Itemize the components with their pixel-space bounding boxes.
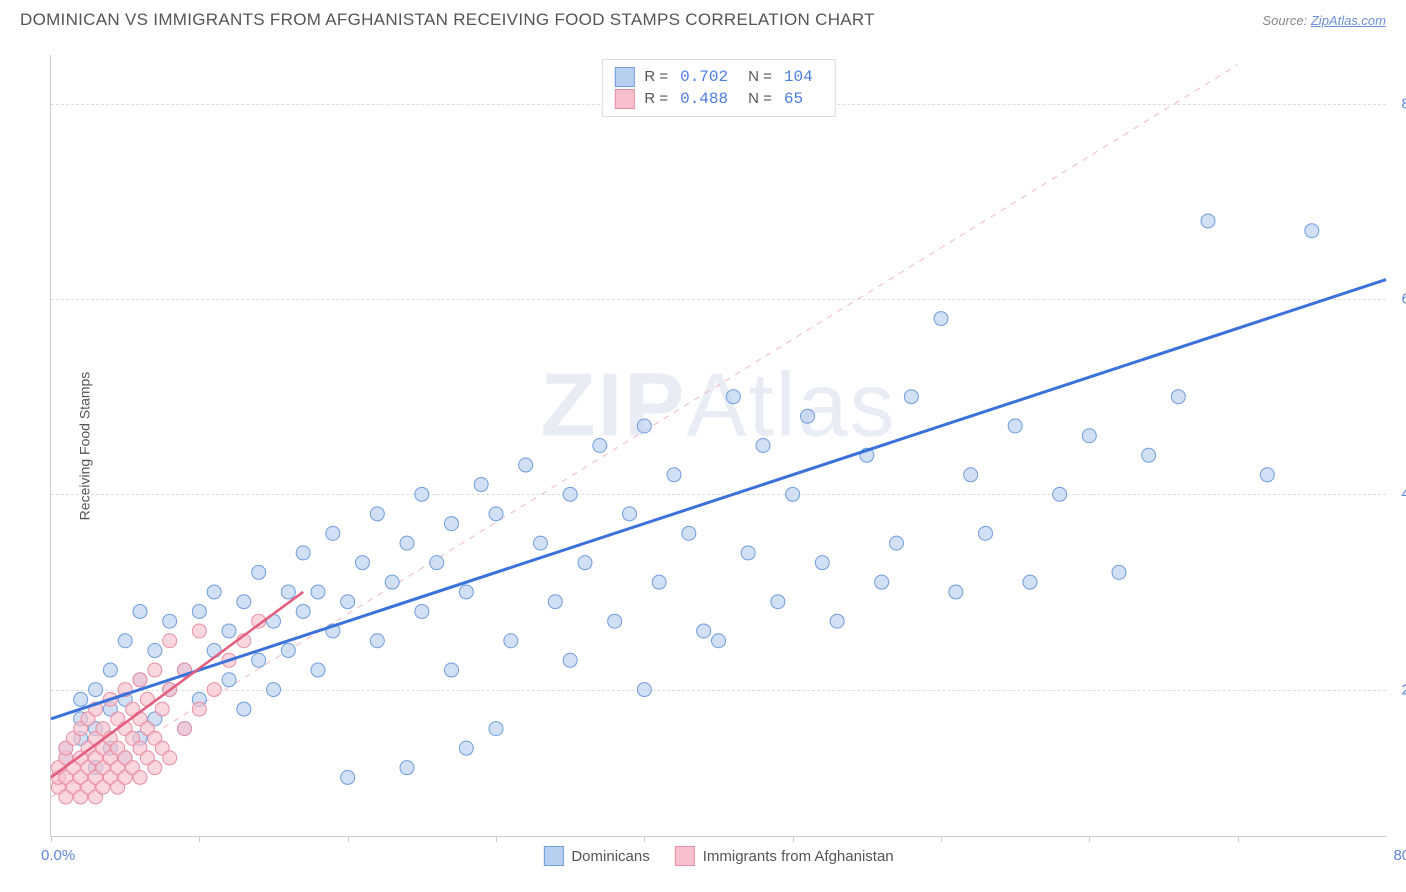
y-tick-label: 60.0% <box>1401 291 1406 308</box>
chart-title: DOMINICAN VS IMMIGRANTS FROM AFGHANISTAN… <box>20 10 875 30</box>
y-tick-label: 20.0% <box>1401 681 1406 698</box>
swatch-afghanistan-icon <box>675 846 695 866</box>
y-tick-label: 40.0% <box>1401 486 1406 503</box>
x-tick-max: 80.0% <box>1393 847 1406 864</box>
x-tick-min: 0.0% <box>41 847 75 864</box>
series-legend: Dominicans Immigrants from Afghanistan <box>543 846 893 866</box>
legend-row-afghanistan: R =0.488 N =65 <box>614 88 822 110</box>
chart-area: ZIPAtlas R =0.702 N =104 R =0.488 N =65 … <box>50 55 1386 837</box>
swatch-dominicans <box>614 67 634 87</box>
source-attribution: Source: ZipAtlas.com <box>1262 13 1386 28</box>
swatch-dominicans-icon <box>543 846 563 866</box>
legend-row-dominicans: R =0.702 N =104 <box>614 66 822 88</box>
correlation-legend: R =0.702 N =104 R =0.488 N =65 <box>601 59 835 117</box>
legend-item-dominicans: Dominicans <box>543 846 649 866</box>
y-tick-label: 80.0% <box>1401 95 1406 112</box>
scatter-plot <box>51 55 1386 836</box>
legend-item-afghanistan: Immigrants from Afghanistan <box>675 846 894 866</box>
swatch-afghanistan <box>614 89 634 109</box>
source-link[interactable]: ZipAtlas.com <box>1311 13 1386 28</box>
